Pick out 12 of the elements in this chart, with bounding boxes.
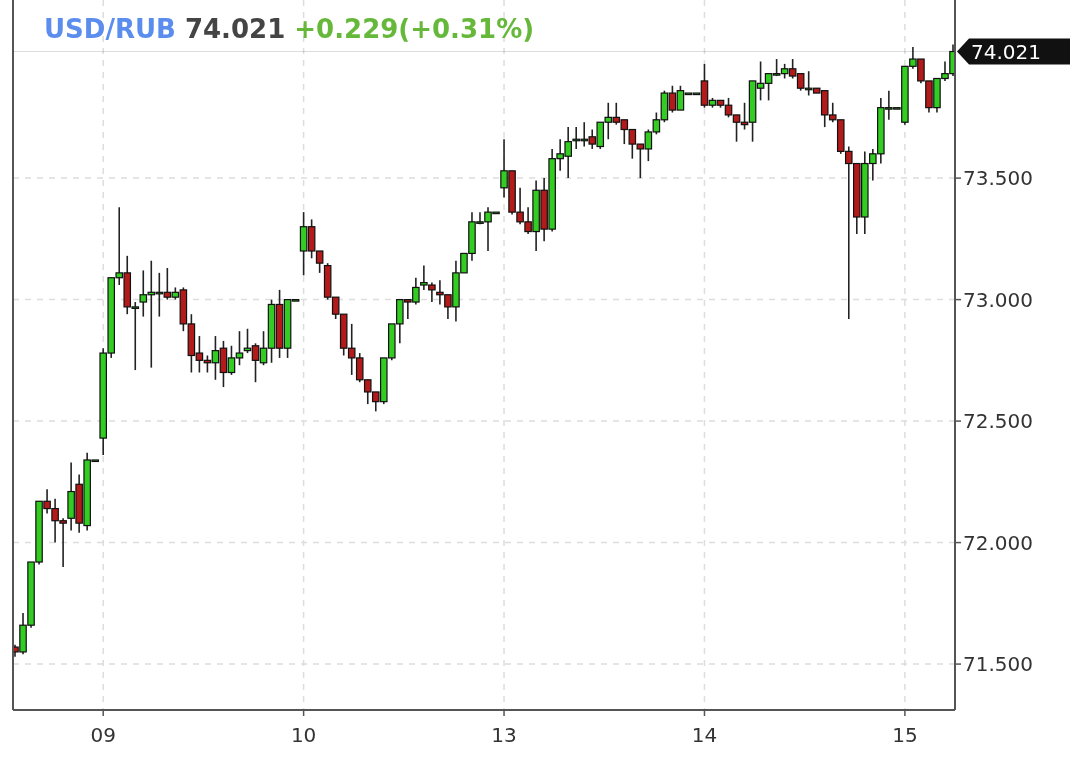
x-tick-label: 15 [892, 723, 918, 747]
ref-line-label: 74.021 [971, 39, 1041, 64]
x-tick-label: 09 [90, 723, 116, 747]
y-tick-label: 73.000 [963, 287, 1033, 312]
y-tick-label: 72.000 [963, 530, 1033, 555]
y-tick-label: 73.500 [963, 166, 1033, 191]
y-tick-label: 71.500 [963, 652, 1033, 677]
text: USD/RUB 74.021 +0.229(+0.31%) [44, 14, 535, 44]
x-tick-label: 10 [290, 723, 317, 747]
x-tick-label: 14 [691, 723, 718, 747]
x-tick-label: 13 [491, 723, 517, 747]
y-tick-label: 72.500 [963, 409, 1033, 434]
